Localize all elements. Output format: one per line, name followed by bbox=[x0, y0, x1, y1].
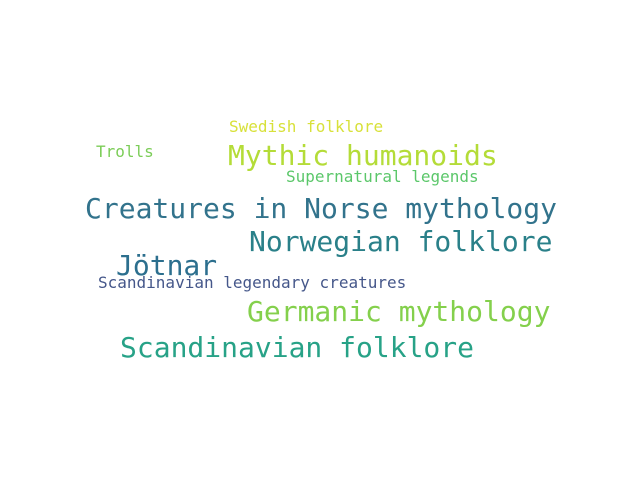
word-scandinavian-folklore: Scandinavian folklore bbox=[120, 331, 475, 364]
word-norwegian-folklore: Norwegian folklore bbox=[249, 225, 553, 258]
word-creatures-norse-mythology: Creatures in Norse mythology bbox=[85, 192, 558, 225]
word-swedish-folklore: Swedish folklore bbox=[229, 117, 384, 136]
word-mythic-humanoids: Mythic humanoids bbox=[228, 139, 498, 172]
word-jotnar: Jötnar bbox=[116, 249, 218, 282]
word-trolls: Trolls bbox=[96, 142, 154, 161]
word-germanic-mythology: Germanic mythology bbox=[247, 295, 551, 328]
word-scandinavian-legendary: Scandinavian legendary creatures bbox=[98, 273, 407, 292]
word-supernatural-legends: Supernatural legends bbox=[286, 167, 479, 186]
